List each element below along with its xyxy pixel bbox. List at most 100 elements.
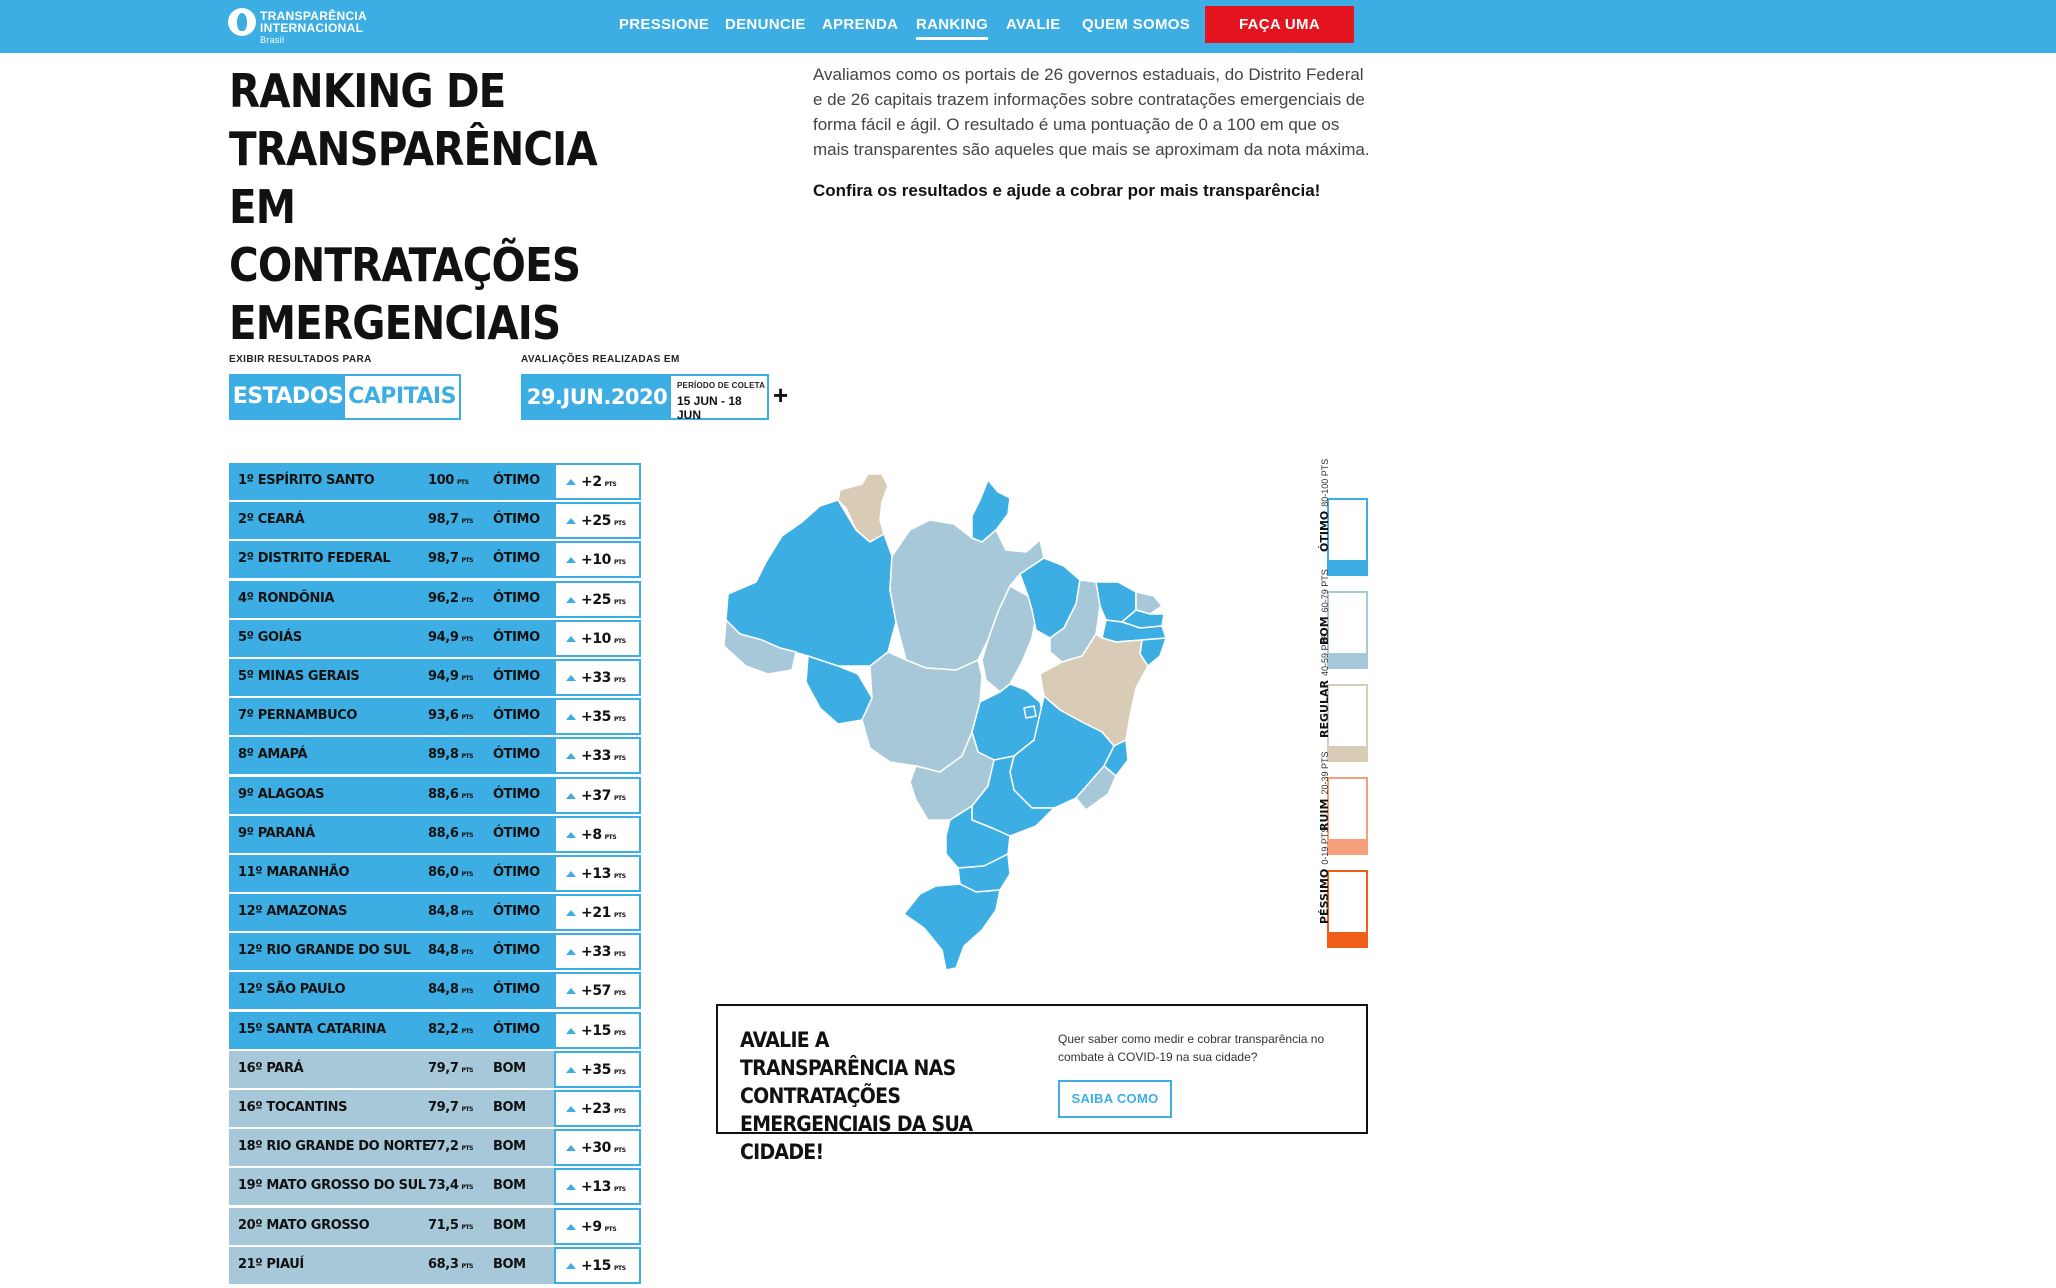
ranking-category: BOM [493, 1100, 526, 1115]
map-state-espirito-santo[interactable] [1103, 739, 1129, 777]
ranking-row[interactable]: 4º RONDÔNIA 96,2 PTS ÓTIMO +25 PTS [229, 580, 641, 620]
ranking-row[interactable]: 16º TOCANTINS 79,7 PTS BOM +23 PTS [229, 1090, 641, 1129]
ranking-row[interactable]: 8º AMAPÁ 89,8 PTS ÓTIMO +33 PTS [229, 737, 641, 776]
ranking-delta-value: +9 [581, 1218, 602, 1235]
ranking-row[interactable]: 12º RIO GRANDE DO SUL 84,8 PTS ÓTIMO +33 PTS [229, 933, 641, 972]
nav-avalie[interactable]: AVALIE [1006, 16, 1061, 33]
ranking-position: 2º [238, 551, 254, 567]
ranking-row[interactable]: 7º PERNAMBUCO 93,6 PTS ÓTIMO +35 PTS [229, 698, 641, 737]
ranking-position: 11º [238, 864, 263, 880]
ranking-state-name: PARÁ [266, 1060, 304, 1076]
brazil-map [723, 473, 1167, 971]
ranking-delta-unit: PTS [614, 676, 626, 684]
brand-logo[interactable]: TRANSPARÊNCIA INTERNACIONAL Brasil [228, 8, 388, 45]
ranking-delta: +13 PTS [566, 1179, 626, 1195]
toggle-estados[interactable]: ESTADOS [231, 376, 345, 418]
ranking-row[interactable]: 5º GOIÁS 94,9 PTS ÓTIMO +10 PTS [229, 619, 641, 659]
learn-how-button[interactable]: SAIBA COMO [1058, 1080, 1172, 1118]
nav-quem-somos[interactable]: QUEM SOMOS [1082, 16, 1191, 33]
map-state-rio-de-janeiro[interactable] [1075, 765, 1117, 811]
ranking-row[interactable]: 12º AMAZONAS 84,8 PTS ÓTIMO +21 PTS [229, 894, 641, 933]
ranking-delta: +35 PTS [566, 1062, 626, 1078]
ranking-position: 4º [238, 590, 254, 606]
ranking-row[interactable]: 20º MATO GROSSO 71,5 PTS BOM +9 PTS [229, 1207, 641, 1247]
evaluation-date-selector[interactable]: 29.JUN.2020 PERÍODO DE COLETA 15 JUN - 1… [521, 374, 769, 422]
map-state-roraima[interactable] [837, 473, 889, 543]
ranking-score-value: 79,7 [428, 1060, 459, 1076]
nav-denuncie[interactable]: DENUNCIE [725, 16, 806, 33]
arrow-up-icon [566, 1145, 576, 1152]
ranking-category: BOM [493, 1139, 526, 1155]
ranking-delta: +57 PTS [566, 983, 626, 999]
ranking-row[interactable]: 9º PARANÁ 88,6 PTS ÓTIMO +8 PTS [229, 815, 641, 855]
ranking-score: 79,7 PTS [428, 1061, 473, 1076]
ranking-row[interactable]: 18º RIO GRANDE DO NORTE 77,2 PTS BOM +30 PTS [229, 1129, 641, 1168]
ranking-score-unit: PTS [461, 1262, 474, 1270]
ranking-state-name: MATO GROSSO [266, 1217, 370, 1233]
ranking-row[interactable]: 16º PARÁ 79,7 PTS BOM +35 PTS [229, 1050, 641, 1090]
ranking-row[interactable]: 11º MARANHÃO 86,0 PTS ÓTIMO +13 PTS [229, 854, 641, 894]
map-state-rio-grande-do-norte[interactable] [1135, 591, 1163, 615]
map-state-acre[interactable] [723, 619, 797, 675]
ranking-row[interactable]: 12º SÃO PAULO 84,8 PTS ÓTIMO +57 PTS [229, 972, 641, 1011]
ranking-delta-cell: +9 PTS [554, 1207, 641, 1245]
ranking-score-value: 100 [428, 473, 454, 488]
legend-item[interactable]: ÓTIMO 80-100 PTS [1318, 459, 1368, 576]
arrow-up-icon [566, 1262, 576, 1269]
ranking-row[interactable]: 5º MINAS GERAIS 94,9 PTS ÓTIMO +33 PTS [229, 658, 641, 698]
ranking-row-main: 16º PARÁ 79,7 PTS BOM [229, 1050, 554, 1088]
ranking-score: 73,4 PTS [428, 1178, 473, 1193]
ranking-position: 18º [238, 1139, 263, 1155]
ranking-score-value: 93,6 [428, 708, 459, 724]
legend-item[interactable]: PÉSSIMO 0-19 PTS [1318, 827, 1368, 948]
ranking-delta-cell: +35 PTS [554, 698, 641, 736]
ranking-row[interactable]: 21º PIAUÍ 68,3 PTS BOM +15 PTS [229, 1246, 641, 1286]
ranking-score-unit: PTS [461, 1145, 474, 1153]
legend-item[interactable]: REGULAR 40-59 PTS [1318, 633, 1368, 762]
ranking-row[interactable]: 1º ESPÍRITO SANTO 100 PTS ÓTIMO +2 PTS [229, 463, 641, 502]
ranking-delta-cell: +30 PTS [554, 1129, 641, 1167]
ranking-delta-value: +33 [581, 944, 612, 961]
ranking-row[interactable]: 19º MATO GROSSO DO SUL 73,4 PTS BOM +13 PTS [229, 1168, 641, 1207]
arrow-up-icon [566, 949, 576, 956]
ranking-position-name: 16º TOCANTINS [238, 1100, 348, 1115]
map-state-rio-grande-do-sul[interactable] [903, 883, 1001, 971]
nav-pressione[interactable]: PRESSIONE [619, 16, 710, 33]
map-state-distrito-federal[interactable] [1023, 705, 1037, 719]
ranking-category: ÓTIMO [493, 708, 540, 724]
ranking-row[interactable]: 2º CEARÁ 98,7 PTS ÓTIMO +25 PTS [229, 502, 641, 541]
map-state-amapa[interactable] [971, 479, 1011, 543]
ranking-position-name: 20º MATO GROSSO [238, 1217, 370, 1233]
ranking-score: 86,0 PTS [428, 865, 473, 880]
legend-item[interactable]: BOM60-79 PTS [1318, 569, 1368, 669]
ranking-delta-value: +35 [581, 1061, 612, 1078]
ranking-score-value: 98,7 [428, 512, 459, 528]
ranking-row-main: 9º PARANÁ 88,6 PTS ÓTIMO [229, 815, 554, 853]
ranking-row-main: 11º MARANHÃO 86,0 PTS ÓTIMO [229, 854, 554, 892]
page-title: RANKING DE TRANSPARÊNCIA EM CONTRATAÇÕES… [229, 62, 607, 352]
toggle-capitais[interactable]: CAPITAIS [345, 376, 459, 418]
more-dates-plus-icon[interactable]: + [773, 380, 789, 410]
ranking-delta: +13 PTS [566, 866, 626, 882]
page-title-line: RANKING DE [229, 64, 506, 118]
legend-item[interactable]: RUIM20-39 PTS [1318, 752, 1368, 855]
nav-aprenda[interactable]: APRENDA [822, 16, 899, 33]
donate-button[interactable]: FAÇA UMA DOAÇÃO! [1205, 6, 1354, 70]
ranking-state-name: PERNAMBUCO [257, 708, 358, 724]
ranking-position-name: 15º SANTA CATARINA [238, 1022, 386, 1037]
arrow-up-icon [566, 635, 576, 642]
nav-ranking[interactable]: RANKING [916, 16, 989, 40]
ranking-position: 9º [238, 786, 254, 802]
ranking-position: 7º [238, 708, 254, 724]
ranking-score: 96,2 PTS [428, 591, 473, 606]
collection-period: PERÍODO DE COLETA 15 JUN - 18 JUN [671, 376, 767, 422]
ranking-row[interactable]: 9º ALAGOAS 88,6 PTS ÓTIMO +37 PTS [229, 776, 641, 816]
ranking-state-name: SANTA CATARINA [266, 1021, 386, 1037]
ranking-delta-unit: PTS [614, 598, 626, 606]
legend-color-swatch [1329, 560, 1366, 574]
ranking-row[interactable]: 15º SANTA CATARINA 82,2 PTS ÓTIMO +15 PTS [229, 1011, 641, 1051]
ranking-state-name: SÃO PAULO [266, 982, 346, 998]
legend-range: 0-19 PTS [1320, 826, 1330, 865]
ranking-row[interactable]: 2º DISTRITO FEDERAL 98,7 PTS ÓTIMO +10 PTS [229, 541, 641, 580]
ranking-state-name: AMAZONAS [266, 904, 348, 920]
